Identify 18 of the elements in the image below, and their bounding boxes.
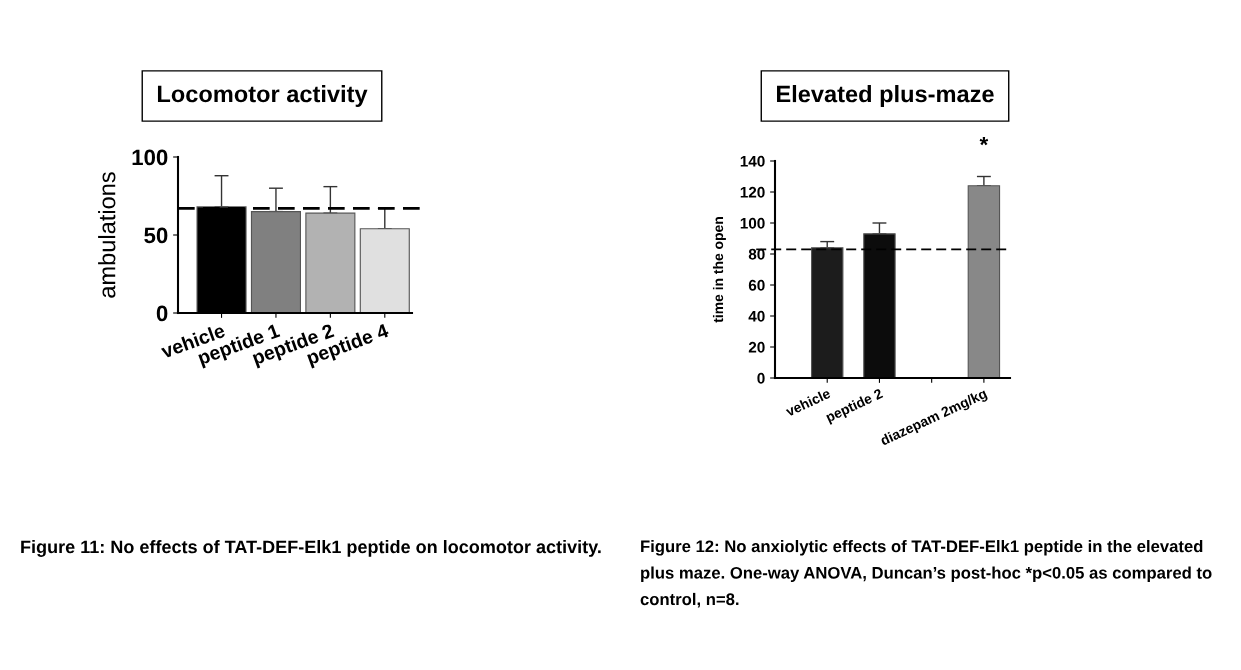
y-tick-label: 120 [740,186,765,198]
chart-title: Elevated plus-maze [777,85,994,108]
y-tick-label: 80 [748,248,765,260]
y-tick-label: 0 [757,372,765,384]
y-axis-title: ambulations [98,172,116,298]
y-tick-label: 100 [132,149,168,166]
caption: Figure 12: No anxiolytic effects of TAT-DEF-Elk1 peptide in the elevated plus maze. One-way ANOVA, Duncan’s post-hoc *p<0.05 as compared to control, n=8. [640,540,1212,608]
chart-title: Locomotor activity [157,85,368,108]
y-tick-label: 50 [144,227,168,244]
text: * [979,136,989,146]
y-axis-title: time in the open [712,217,726,323]
caption: Figure 11: No effects of TAT-DEF-Elk1 peptide on locomotor activity. [21,540,601,557]
y-tick-label: 40 [748,310,765,322]
y-tick-label: 0 [156,305,168,322]
y-tick-label: 140 [740,155,765,167]
y-tick-label: 100 [740,217,765,229]
y-tick-label: 60 [748,279,765,291]
y-tick-label: 20 [748,341,765,353]
